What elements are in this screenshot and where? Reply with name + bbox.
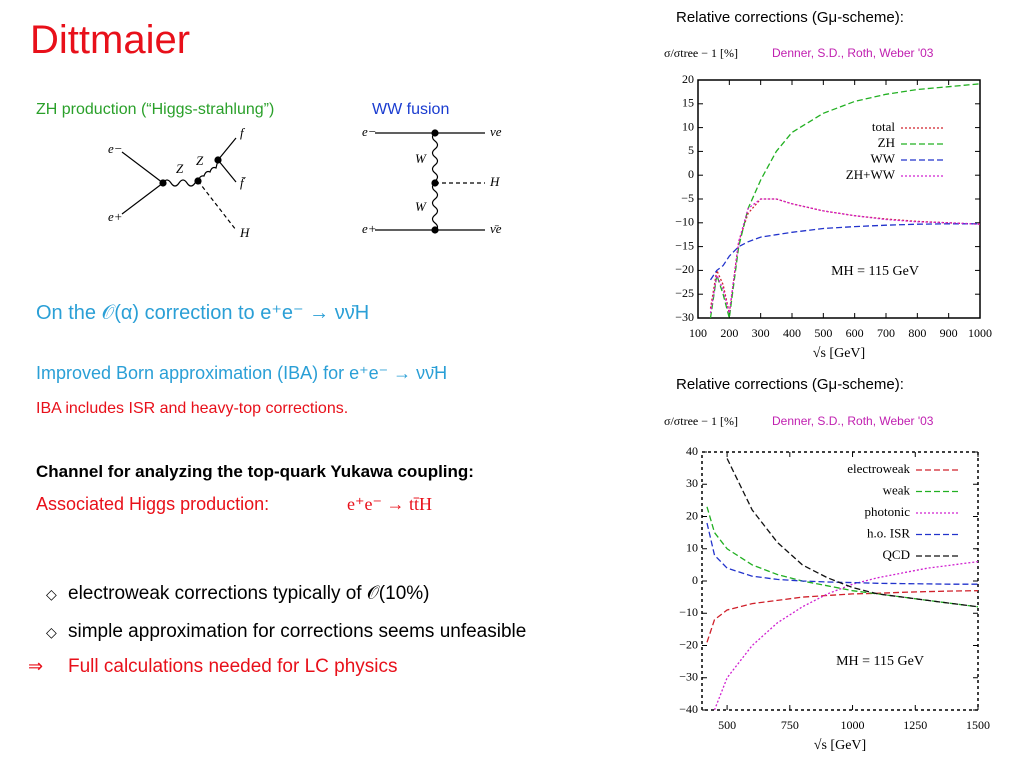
annotation: MH = 115 GeV — [836, 654, 924, 669]
assoc-text: Associated Higgs production: — [36, 494, 270, 514]
diagram-label: f — [240, 125, 246, 140]
x-tick-label: 1000 — [841, 718, 865, 732]
diagram-label: Z — [196, 153, 204, 168]
y-tick-label: −25 — [675, 286, 694, 300]
x-axis-label: √s [GeV] — [814, 738, 866, 753]
slide-title: Dittmaier — [30, 18, 191, 62]
diagram-title: ZH production (“Higgs-strahlung”) — [36, 101, 274, 118]
bullet-text: Full calculations needed for LC physics — [68, 656, 398, 677]
x-tick-label: 800 — [908, 326, 926, 340]
ww-diagram — [375, 129, 485, 234]
y-tick-label: 30 — [686, 476, 698, 490]
series-line — [713, 560, 979, 711]
y-tick-label: −10 — [675, 215, 694, 229]
diagram-label: νe — [490, 124, 502, 139]
chart-note: Denner, S.D., Roth, Weber '03 — [772, 46, 934, 60]
x-tick-label: 200 — [720, 326, 738, 340]
iba-note: IBA includes ISR and heavy-top correctio… — [36, 400, 349, 417]
x-tick-label: 500 — [718, 718, 736, 732]
bullet-marker: ⇒ — [28, 656, 44, 676]
x-tick-label: 1000 — [968, 326, 992, 340]
legend-label: h.o. ISR — [867, 525, 910, 540]
y-tick-label: 0 — [692, 573, 698, 587]
y-tick-label: −5 — [681, 191, 694, 205]
y-axis-label: σ/σtree − 1 [%] — [664, 414, 738, 428]
heading: On the 𝒪(α) correction to e⁺e⁻ → νν̄H — [36, 302, 370, 324]
diagram-label: Z — [176, 161, 184, 176]
annotation: MH = 115 GeV — [831, 264, 919, 279]
y-tick-label: −20 — [675, 262, 694, 276]
y-tick-label: −40 — [679, 702, 698, 716]
y-tick-label: 0 — [688, 167, 694, 181]
series-line — [709, 198, 981, 314]
diagram-label: ν̄e — [490, 221, 502, 236]
diagram-label: W — [415, 199, 427, 214]
diagram-label: e+ — [362, 221, 377, 236]
bullet-marker: ◇ — [46, 624, 57, 640]
bullet-text: electroweak corrections typically of 𝒪(1… — [68, 583, 430, 604]
plot-frame — [697, 79, 981, 319]
y-tick-label: 15 — [682, 96, 694, 110]
series-line — [726, 458, 979, 608]
x-tick-label: 500 — [814, 326, 832, 340]
zh-diagram — [121, 137, 237, 231]
diagram-label: e+ — [108, 209, 123, 224]
diagram-label: e− — [108, 141, 123, 156]
bullet-text: simple approximation for corrections see… — [68, 621, 527, 642]
series-line — [709, 83, 981, 319]
chart-title: Relative corrections (Gμ-scheme): — [676, 376, 904, 393]
y-tick-label: 5 — [688, 143, 694, 157]
y-tick-label: 10 — [686, 541, 698, 555]
x-tick-label: 300 — [752, 326, 770, 340]
chart-note: Denner, S.D., Roth, Weber '03 — [772, 414, 934, 428]
y-tick-label: −15 — [675, 238, 694, 252]
diagram-label: e− — [362, 124, 377, 139]
y-tick-label: 10 — [682, 119, 694, 133]
series-line — [706, 522, 978, 585]
diagram-label: f̄ — [240, 175, 247, 190]
assoc-process: e⁺e⁻ → tt̄H — [347, 494, 432, 514]
x-tick-label: 700 — [877, 326, 895, 340]
y-tick-label: −30 — [675, 310, 694, 324]
channel-text: Channel for analyzing the top-quark Yuka… — [36, 462, 474, 481]
y-tick-label: −30 — [679, 670, 698, 684]
diagram-label: H — [239, 225, 250, 240]
series-line — [709, 198, 981, 314]
x-tick-label: 1250 — [903, 718, 927, 732]
x-tick-label: 900 — [940, 326, 958, 340]
x-tick-label: 750 — [781, 718, 799, 732]
legend-label: ZH+WW — [846, 167, 896, 182]
y-axis-label: σ/σtree − 1 [%] — [664, 46, 738, 60]
charts: Relative corrections (Gμ-scheme): σ/σtree… — [664, 9, 992, 753]
feynman-diagrams: ZH production (“Higgs-strahlung”) e− e+ … — [36, 101, 502, 240]
legend-label: photonic — [865, 504, 911, 519]
legend-label: electroweak — [847, 461, 910, 476]
legend-label: total — [872, 119, 895, 134]
y-tick-label: 20 — [682, 72, 694, 86]
chart-title: Relative corrections (Gμ-scheme): — [676, 9, 904, 26]
y-tick-label: 40 — [686, 444, 698, 458]
diagram-title: WW fusion — [372, 101, 449, 118]
legend-label: WW — [870, 151, 895, 166]
series-line — [706, 506, 979, 608]
series-line — [706, 590, 979, 643]
iba-text: Improved Born approximation (IBA) for e⁺… — [36, 363, 448, 383]
legend-label: QCD — [883, 547, 910, 562]
x-tick-label: 1500 — [966, 718, 990, 732]
x-tick-label: 600 — [846, 326, 864, 340]
legend-label: weak — [883, 482, 911, 497]
series-line — [709, 223, 980, 281]
diagram-label: W — [415, 151, 427, 166]
bullet-marker: ◇ — [46, 586, 57, 602]
y-tick-label: 20 — [686, 508, 698, 522]
x-axis-label: √s [GeV] — [813, 346, 865, 361]
x-tick-label: 400 — [783, 326, 801, 340]
y-tick-label: −10 — [679, 605, 698, 619]
diagram-label: H — [489, 174, 500, 189]
legend-label: ZH — [878, 135, 895, 150]
y-tick-label: −20 — [679, 637, 698, 651]
x-tick-label: 100 — [689, 326, 707, 340]
